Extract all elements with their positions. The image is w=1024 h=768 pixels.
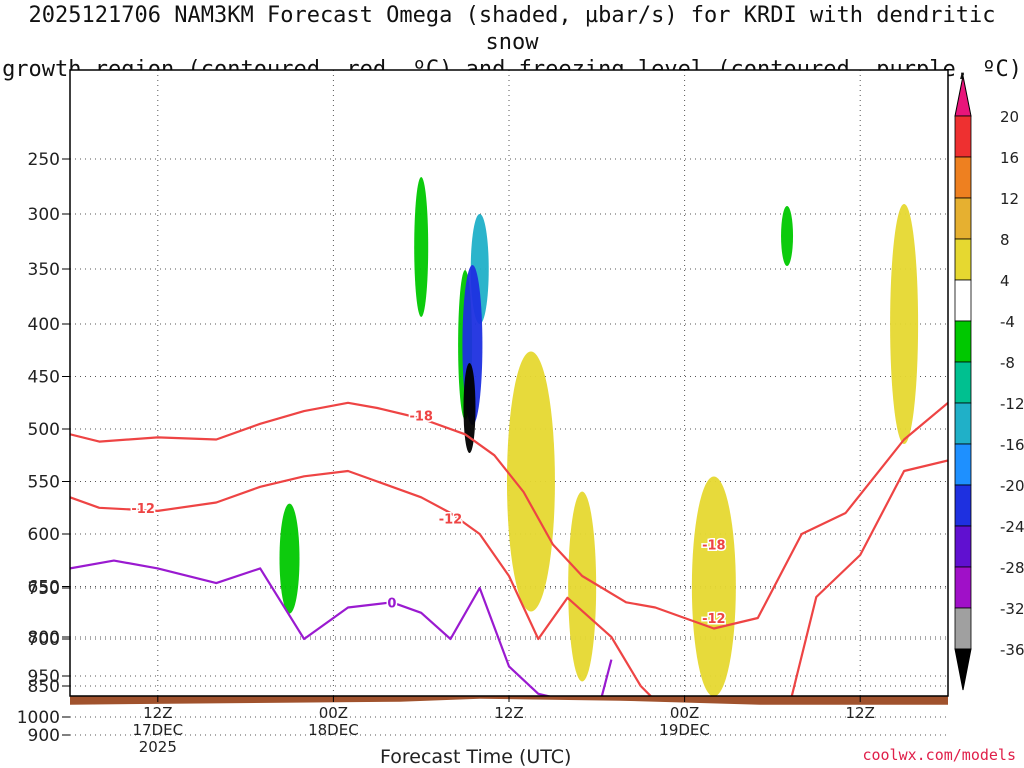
colorbar-swatch-2 [954, 156, 972, 199]
colorbar-label-12: -32 [1000, 600, 1024, 618]
colorbar-swatch-9 [954, 443, 972, 486]
y-tick-label-600: 600 [28, 525, 60, 545]
omega-region-9 [279, 503, 300, 614]
colorbar-label-13: -36 [1000, 641, 1024, 659]
x-tick-label-60-0: 12Z [846, 704, 875, 722]
colorbar-swatch-11 [954, 525, 972, 568]
x-tick-label-12-2: 2025 [139, 738, 177, 756]
omega-shading [279, 177, 919, 696]
colorbar-swatch-7 [954, 361, 972, 404]
x-tick-label-36-0: 12Z [494, 704, 523, 722]
omega-region-5 [463, 363, 476, 453]
contour-label-2: -12 [439, 512, 463, 527]
omega-region-0 [506, 351, 555, 612]
y-tick-label-700: 700 [28, 630, 60, 650]
y-tick-label-750: 750 [28, 579, 60, 599]
y-tick-label-850: 850 [28, 677, 60, 697]
y-tick-label-800: 800 [28, 628, 60, 648]
y-tick-label-500: 500 [28, 420, 60, 440]
x-tick-label-48-1: 19DEC [659, 721, 710, 739]
y-tick-label-400: 400 [28, 315, 60, 335]
y-tick-label-550: 550 [28, 473, 60, 493]
omega-region-7 [691, 476, 736, 696]
x-tick-label-12-0: 12Z [143, 704, 172, 722]
x-tick-label-24-1: 18DEC [308, 721, 359, 739]
dgz-minus12-contour [70, 459, 948, 696]
colorbar-label-5: -4 [1000, 313, 1015, 331]
colorbar-swatch-8 [954, 402, 972, 445]
colorbar-swatch-3 [954, 197, 972, 240]
title-line-1: 2025121706 NAM3KM Forecast Omega (shaded… [28, 3, 996, 55]
contour-label-6: 0 [387, 596, 396, 611]
x-tick-label-12-1: 17DEC [133, 721, 184, 739]
y-tick-label-300: 300 [28, 205, 60, 225]
colorbar-label-11: -28 [1000, 559, 1024, 577]
x-tick-label-48-0: 00Z [670, 704, 699, 722]
colorbar-label-7: -12 [1000, 395, 1024, 413]
contour-label-3: -18 [702, 539, 726, 554]
y-tick-label-250: 250 [28, 150, 60, 170]
omega-region-6 [568, 491, 597, 682]
omega-region-1 [414, 177, 429, 317]
y-tick-label-450: 450 [28, 368, 60, 388]
colorbar-label-9: -20 [1000, 477, 1024, 495]
colorbar-label-6: -8 [1000, 354, 1015, 372]
terrain-fill [70, 696, 948, 705]
colorbar-swatch-13 [954, 607, 972, 650]
terrain [70, 696, 948, 705]
contour-label-1: -12 [131, 502, 155, 517]
y-tick-label-350: 350 [28, 260, 60, 280]
freezing-level-contour [70, 559, 613, 696]
colorbar-swatch-5 [954, 279, 972, 322]
y-axis: 2503003504004505005506006507007508008509… [17, 150, 70, 746]
colorbar-label-2: 12 [1000, 190, 1019, 208]
colorbar-swatch-1 [954, 115, 972, 158]
x-tick-label-24-0: 00Z [319, 704, 348, 722]
colorbar-swatch-6 [954, 320, 972, 363]
colorbar-swatch-12 [954, 566, 972, 609]
colorbar-swatch-4 [954, 238, 972, 281]
colorbar-label-1: 16 [1000, 149, 1019, 167]
colorbar-bottom-arrow [954, 648, 972, 691]
y-tick-label-1000: 1000 [17, 708, 60, 728]
contour-label-4: -12 [702, 612, 726, 627]
contour-label-0: -18 [409, 409, 433, 424]
y-tick-label-900: 900 [28, 726, 60, 746]
x-axis-label: Forecast Time (UTC) [380, 746, 572, 768]
plot-background [70, 70, 948, 696]
dgz-minus18-contour [70, 401, 948, 630]
colorbar-label-10: -24 [1000, 518, 1024, 536]
omega-region-8 [890, 204, 919, 444]
colorbar-label-4: 4 [1000, 272, 1010, 290]
y-tick-label-950: 950 [28, 667, 60, 687]
colorbar-label-3: 8 [1000, 231, 1010, 249]
colorbar-label-8: -16 [1000, 436, 1024, 454]
y-tick-label-650: 650 [28, 578, 60, 598]
colorbar-top-arrow [954, 75, 972, 117]
colorbar-swatch-10 [954, 484, 972, 527]
omega-region-10 [781, 206, 794, 266]
source-credit: coolwx.com/models [862, 746, 1016, 764]
colorbar-label-0: 20 [1000, 108, 1019, 126]
colorbar: 20 16 12 8 4 -4 -8 -12 -16 -20 -24 -28 -32 -36 [954, 75, 1024, 691]
